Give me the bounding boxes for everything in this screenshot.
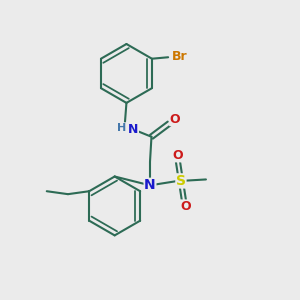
Text: H: H	[117, 123, 127, 133]
Text: N: N	[128, 123, 138, 136]
Text: O: O	[180, 200, 190, 213]
Text: O: O	[173, 149, 183, 162]
Text: N: N	[144, 178, 156, 192]
Text: Br: Br	[172, 50, 188, 63]
Text: S: S	[176, 174, 186, 188]
Text: O: O	[170, 112, 180, 126]
